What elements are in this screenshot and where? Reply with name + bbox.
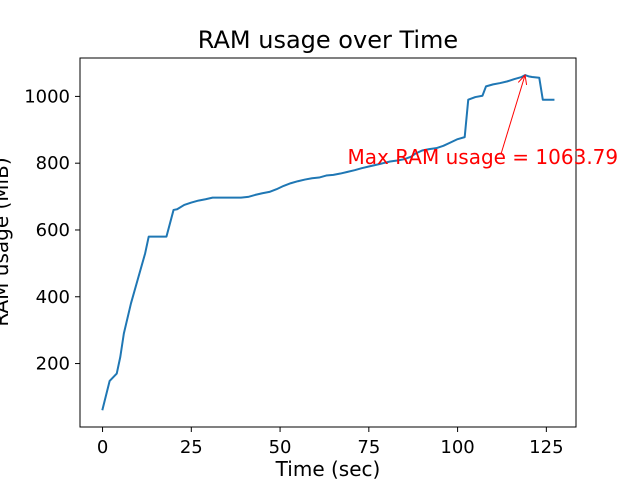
annotation-arrow-shaft	[500, 74, 526, 155]
y-tick-label: 600	[36, 220, 70, 241]
x-tick-label: 125	[529, 437, 563, 458]
y-tick-label: 400	[36, 287, 70, 308]
x-tick-label: 75	[357, 437, 380, 458]
x-tick-label: 25	[180, 437, 203, 458]
x-tick-label: 100	[440, 437, 474, 458]
plot-frame	[79, 57, 577, 428]
data-layer	[101, 74, 555, 411]
series-line	[101, 74, 555, 411]
annotation-arrow-head	[517, 74, 528, 86]
x-tick-label: 50	[269, 437, 292, 458]
max-annotation: Max RAM usage = 1063.79	[348, 74, 619, 169]
y-axis: 200 400 600 800 1000	[24, 86, 80, 375]
y-tick-label: 800	[36, 153, 70, 174]
y-axis-label: RAM usage (MiB)	[0, 157, 13, 326]
x-axis: 0 25 50 75 100 125	[97, 427, 564, 458]
y-tick-label: 200	[36, 354, 70, 375]
x-axis-label: Time (sec)	[275, 457, 381, 480]
annotation-text: Max RAM usage = 1063.79	[348, 145, 619, 169]
y-tick-label: 1000	[24, 86, 70, 107]
x-tick-label: 0	[97, 437, 108, 458]
chart-title: RAM usage over Time	[198, 26, 458, 54]
